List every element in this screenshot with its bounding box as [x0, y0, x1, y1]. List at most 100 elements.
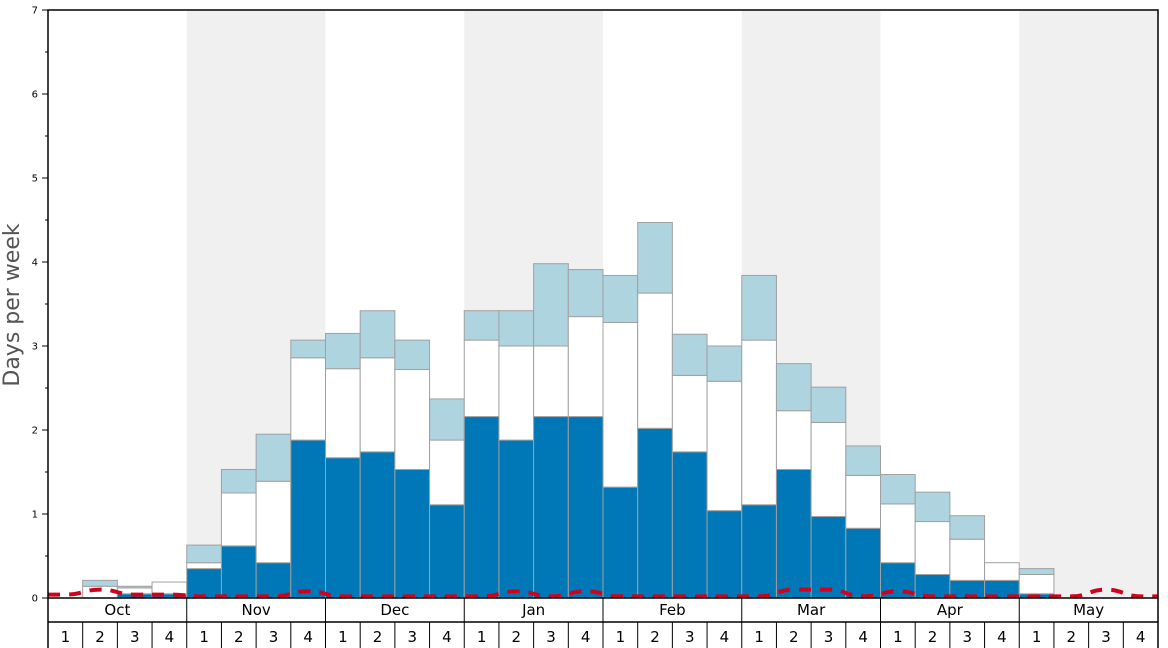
- bar-segment-2-week-12: [429, 439, 465, 506]
- week-label: 2: [1067, 628, 1077, 646]
- week-label: 4: [303, 628, 313, 646]
- x-axis-table: Oct Nov Dec Jan Feb Mar Apr May 1 2 3 4 1 2 3 4 1 2 3 4 1 2 3 4…: [47, 598, 1159, 648]
- bar-segment-3-week-14: [498, 310, 535, 347]
- week-label: 3: [546, 628, 556, 646]
- week-label: 4: [997, 628, 1007, 646]
- month-label-mar: Mar: [797, 601, 826, 619]
- red-dashed-line: [48, 587, 1158, 599]
- bar-segment-2-week-13: [463, 339, 500, 418]
- bar-segment-2-week-26: [914, 521, 951, 575]
- bar-segment-3-week-3: [116, 585, 153, 589]
- bar-segment-3-week-2: [82, 579, 118, 587]
- month-label-dec: Dec: [380, 601, 409, 619]
- red-dashed-line-path: [48, 587, 1158, 599]
- bar-segment-3-week-5: [186, 544, 222, 564]
- bar-segment-3-week-20: [706, 345, 743, 382]
- y-tick-label: 6: [32, 90, 38, 101]
- bar-segment-2-week-4: [151, 581, 188, 595]
- bar-segment-2-week-22: [775, 410, 812, 470]
- bar-segment-2-week-11: [394, 369, 431, 470]
- bar-segment-1-week-22: [775, 468, 812, 599]
- bar-segment-2-week-10: [359, 357, 396, 453]
- bar-segment-2-week-24: [845, 474, 881, 529]
- week-label: 2: [95, 628, 105, 646]
- bar-segment-1-week-14: [498, 439, 535, 599]
- week-label: 3: [962, 628, 972, 646]
- week-label: 2: [234, 628, 244, 646]
- week-label: 3: [130, 628, 140, 646]
- month-label-oct: Oct: [104, 601, 130, 619]
- week-label: 1: [893, 628, 903, 646]
- week-label: 4: [858, 628, 868, 646]
- bar-segment-3-week-9: [325, 332, 361, 370]
- y-tick-label: 1: [32, 510, 38, 521]
- week-label: 1: [338, 628, 348, 646]
- bar-segment-2-week-7: [255, 480, 292, 564]
- bar-segment-2-week-25: [880, 503, 916, 564]
- bar-segment-3-week-16: [567, 269, 604, 318]
- month-label-nov: Nov: [241, 601, 270, 619]
- bar-segment-2-week-5: [186, 562, 222, 570]
- bar-segment-1-week-11: [394, 468, 431, 599]
- week-label: 1: [61, 628, 71, 646]
- month-label-apr: Apr: [937, 601, 964, 619]
- week-label: 4: [165, 628, 175, 646]
- y-tick-label: 2: [32, 426, 38, 437]
- bar-segment-1-week-23: [810, 516, 847, 599]
- week-label: 3: [824, 628, 834, 646]
- week-label: 2: [928, 628, 938, 646]
- month-label-may: May: [1073, 601, 1104, 619]
- bar-segment-2-week-19: [671, 374, 708, 453]
- bar-segment-1-week-5: [186, 568, 222, 599]
- bar-segment-1-week-19: [671, 451, 708, 599]
- bar-segment-3-week-29: [1018, 568, 1055, 575]
- bar-segment-1-week-24: [845, 527, 881, 599]
- bar-segment-2-week-29: [1018, 573, 1055, 595]
- week-label: 3: [407, 628, 417, 646]
- bar-segment-1-week-18: [637, 427, 673, 599]
- week-label: 2: [512, 628, 522, 646]
- month-label-jan: Jan: [521, 601, 545, 619]
- bar-segment-3-week-13: [463, 310, 500, 341]
- bar-segment-2-week-15: [533, 345, 569, 418]
- bar-segment-3-week-18: [637, 222, 673, 294]
- bar-segment-2-week-6: [220, 492, 257, 547]
- bar-segment-3-week-15: [533, 263, 569, 347]
- bar-segment-2-week-27: [949, 538, 986, 581]
- bar-segment-1-week-16: [567, 416, 604, 599]
- bar-segment-3-week-19: [671, 333, 708, 376]
- week-label: 4: [442, 628, 452, 646]
- week-label: 4: [1136, 628, 1146, 646]
- bar-segment-3-week-23: [810, 386, 847, 423]
- bar-segment-2-week-17: [602, 321, 639, 488]
- y-tick-label: 7: [32, 6, 38, 17]
- plot-frame: [47, 9, 1159, 599]
- bar-segment-3-week-21: [741, 274, 777, 341]
- week-label: 1: [477, 628, 487, 646]
- bar-segment-1-week-10: [359, 451, 396, 599]
- week-label: 4: [581, 628, 591, 646]
- bar-segment-3-week-11: [394, 339, 431, 371]
- bar-segment-1-week-8: [290, 439, 326, 599]
- week-label: 1: [1032, 628, 1042, 646]
- bar-segment-1-week-12: [429, 504, 465, 599]
- bar-segment-2-week-28: [984, 562, 1020, 581]
- bar-segment-1-week-9: [325, 457, 361, 599]
- bar-segment-1-week-20: [706, 510, 743, 599]
- y-tick-label: 0: [32, 594, 38, 605]
- y-tick-label: 5: [32, 174, 38, 185]
- week-label: 2: [789, 628, 799, 646]
- bar-segment-3-week-17: [602, 274, 639, 323]
- bar-segment-2-week-14: [498, 345, 535, 441]
- week-label: 2: [373, 628, 383, 646]
- bar-segment-1-week-21: [741, 504, 777, 599]
- bar-segment-3-week-27: [949, 515, 986, 540]
- bar-segment-1-week-15: [533, 416, 569, 599]
- week-label: 3: [269, 628, 279, 646]
- y-axis: 0 1 2 3 4 5 6 7: [32, 6, 48, 605]
- week-label: 3: [1101, 628, 1111, 646]
- bar-segment-2-week-16: [567, 316, 604, 418]
- bar-segment-3-week-24: [845, 445, 881, 476]
- bar-segment-3-week-12: [429, 398, 465, 441]
